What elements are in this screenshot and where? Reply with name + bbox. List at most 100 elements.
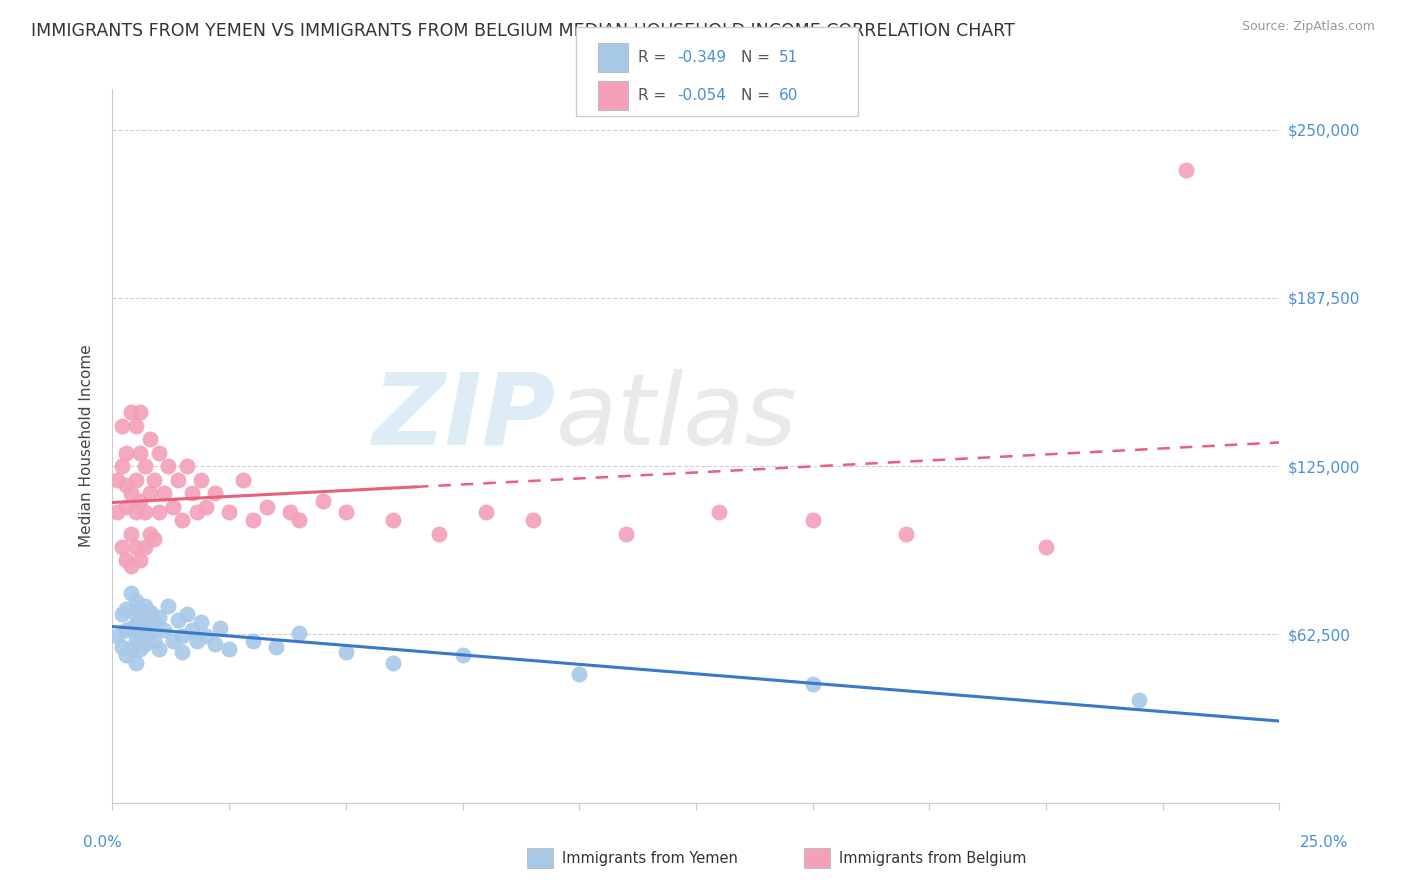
Point [134,599,156,614]
Point [139,526,162,541]
Text: atlas: atlas [555,369,797,466]
Point [115,553,138,567]
Point [129,629,152,643]
Point [134,540,156,554]
Point [1128,693,1150,707]
Point [186,634,208,648]
Point [427,526,450,541]
Y-axis label: Median Household Income: Median Household Income [79,344,94,548]
Point [111,607,134,622]
Point [186,505,208,519]
Point [139,626,162,640]
Point [139,486,162,500]
Point [134,459,156,474]
Text: -0.349: -0.349 [678,50,727,65]
Point [129,602,152,616]
Point [129,405,152,419]
Point [129,642,152,657]
Point [232,473,254,487]
Point [125,473,148,487]
Point [278,505,301,519]
Text: 60: 60 [779,88,799,103]
Point [1175,163,1198,178]
Point [125,656,148,670]
Point [120,642,142,657]
Point [172,645,194,659]
Text: Immigrants from Yemen: Immigrants from Yemen [562,851,738,865]
Point [139,432,162,446]
Point [120,621,142,635]
Point [288,626,311,640]
Point [153,624,176,638]
Point [311,494,333,508]
Text: IMMIGRANTS FROM YEMEN VS IMMIGRANTS FROM BELGIUM MEDIAN HOUSEHOLD INCOME CORRELA: IMMIGRANTS FROM YEMEN VS IMMIGRANTS FROM… [31,22,1015,40]
Point [120,486,142,500]
Point [105,505,128,519]
Point [125,418,148,433]
Point [194,629,217,643]
Point [264,640,287,654]
Point [194,500,217,514]
Point [180,486,202,500]
Point [129,494,152,508]
Point [148,446,170,460]
Point [129,446,152,460]
Point [115,648,138,662]
Point [134,621,156,635]
Point [148,505,170,519]
Point [172,513,194,527]
Point [115,500,138,514]
Text: N =: N = [741,88,775,103]
Point [129,613,152,627]
Point [381,656,404,670]
Point [256,500,278,514]
Point [166,473,188,487]
Point [143,615,166,630]
Text: ZIP: ZIP [373,369,555,466]
Point [111,418,134,433]
Text: N =: N = [741,50,775,65]
Point [242,513,264,527]
Point [125,607,148,622]
Point [162,634,184,648]
Point [143,634,166,648]
Point [204,637,226,651]
Point [115,624,138,638]
Point [120,558,142,573]
Point [120,586,142,600]
Point [204,486,226,500]
Point [568,666,591,681]
Point [208,621,231,635]
Text: 0.0%: 0.0% [83,836,122,850]
Point [709,505,731,519]
Point [125,594,148,608]
Point [801,513,824,527]
Point [176,607,198,622]
Point [335,505,357,519]
Point [218,505,240,519]
Text: Immigrants from Belgium: Immigrants from Belgium [839,851,1026,865]
Point [157,459,180,474]
Text: 51: 51 [779,50,799,65]
Point [125,618,148,632]
Point [139,613,162,627]
Point [125,634,148,648]
Point [111,640,134,654]
Point [111,459,134,474]
Point [180,624,202,638]
Point [162,500,184,514]
Point [143,473,166,487]
Text: R =: R = [638,88,672,103]
Point [381,513,404,527]
Text: 25.0%: 25.0% [1301,836,1348,850]
Point [134,505,156,519]
Point [218,642,240,657]
Point [129,553,152,567]
Point [134,637,156,651]
Point [143,532,166,546]
Point [288,513,311,527]
Point [105,473,128,487]
Point [115,446,138,460]
Point [157,599,180,614]
Point [801,677,824,691]
